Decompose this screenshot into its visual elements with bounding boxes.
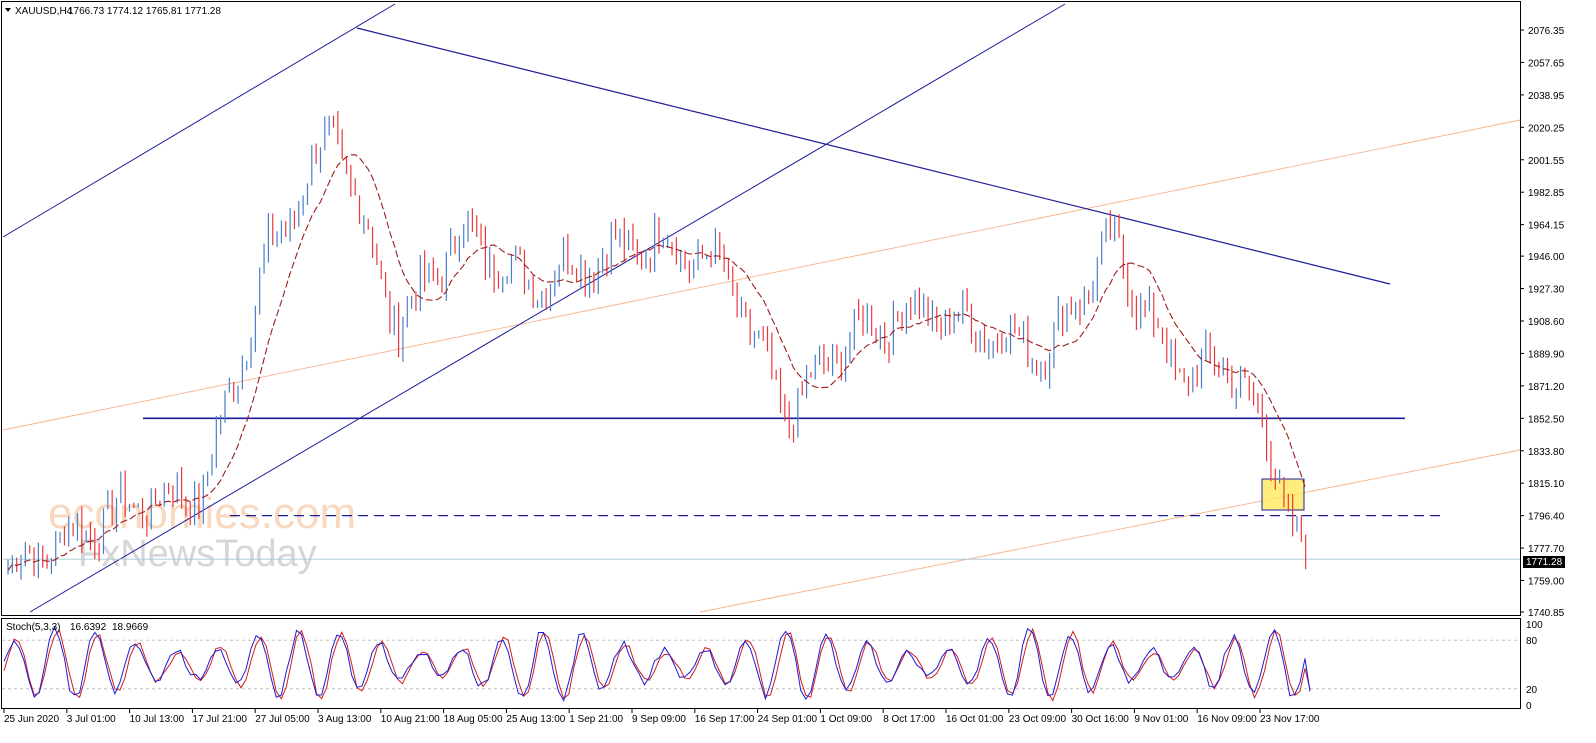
stoch-main-line (3, 625, 1311, 702)
time-tick-label: 9 Sep 09:00 (632, 714, 686, 725)
candles (7, 111, 1307, 580)
stoch-main-value: 16.6392 (70, 622, 107, 633)
time-tick-label: 1 Sep 21:00 (569, 714, 623, 725)
stochastic-oscillator (2, 625, 1520, 702)
price-tick-label: 2057.65 (1528, 58, 1565, 69)
channel-line-upper (2, 119, 1521, 431)
price-tick-label: 1946.00 (1528, 252, 1565, 263)
price-axis: 2076.35 2057.65 2038.95 2020.25 2001.55 1982.… (1520, 26, 1565, 619)
price-panel-frame (1, 1, 1521, 616)
stoch-signal-value: 18.9669 (112, 622, 149, 633)
stoch-panel-frame (1, 618, 1521, 709)
channel-line-lower (699, 449, 1521, 613)
trend-line-ascending (29, 3, 1066, 613)
moving-average (7, 154, 1307, 571)
price-tick-label: 1964.15 (1528, 221, 1565, 232)
ma-line (7, 154, 1307, 571)
stoch-level-label: 0 (1526, 701, 1532, 712)
stoch-label: Stoch(5,3,3) (6, 622, 60, 633)
time-tick-label: 16 Oct 01:00 (946, 714, 1004, 725)
time-tick-label: 18 Aug 05:00 (444, 714, 503, 725)
symbol-header: XAUUSD,H4 1766.73 1774.12 1765.81 1771.2… (5, 6, 221, 17)
price-tick-label: 1982.85 (1528, 188, 1565, 199)
time-tick-label: 16 Nov 09:00 (1197, 714, 1257, 725)
time-tick-label: 3 Jul 01:00 (67, 714, 116, 725)
symbol-label: XAUUSD,H4 (15, 6, 73, 17)
stoch-axis: 100 80 20 0 (1526, 620, 1543, 712)
time-tick-label: 8 Oct 17:00 (883, 714, 935, 725)
stoch-level-label: 80 (1526, 636, 1538, 647)
stoch-level-label: 20 (1526, 685, 1538, 696)
time-tick-label: 24 Sep 01:00 (758, 714, 818, 725)
time-tick-label: 1 Oct 09:00 (820, 714, 872, 725)
price-layer (2, 3, 1521, 613)
price-tick-label: 1759.00 (1528, 577, 1565, 588)
trend-line-upper-channel (2, 3, 396, 238)
price-tick-label: 1889.90 (1528, 349, 1565, 360)
current-price-tag: 1771.28 (1523, 556, 1565, 568)
time-tick-label: 23 Nov 17:00 (1260, 714, 1320, 725)
ohlc-values: 1766.73 1774.12 1765.81 1771.28 (68, 6, 221, 17)
price-tick-label: 1740.85 (1528, 608, 1565, 619)
price-tick-label: 1852.50 (1528, 414, 1565, 425)
time-tick-label: 23 Oct 09:00 (1009, 714, 1067, 725)
current-price-label: 1771.28 (1526, 557, 1563, 568)
price-tick-label: 1871.20 (1528, 382, 1565, 393)
price-tick-label: 2001.55 (1528, 156, 1565, 167)
time-tick-label: 10 Jul 13:00 (130, 714, 185, 725)
price-tick-label: 2020.25 (1528, 123, 1565, 134)
consolidation-box (1261, 478, 1305, 511)
watermark-fxnewstoday: FxNewsToday (78, 533, 317, 575)
time-tick-label: 3 Aug 13:00 (318, 714, 372, 725)
time-tick-label: 30 Oct 16:00 (1072, 714, 1130, 725)
stoch-header: Stoch(5,3,3) 16.6392 18.9669 (6, 622, 149, 633)
chevron-down-icon[interactable] (5, 8, 11, 12)
price-tick-label: 1833.80 (1528, 447, 1565, 458)
price-tick-label: 1815.10 (1528, 479, 1565, 490)
price-tick-label: 1908.60 (1528, 317, 1565, 328)
stoch-signal-line (3, 627, 1311, 702)
price-tick-label: 2038.95 (1528, 91, 1565, 102)
time-tick-label: 25 Jun 2020 (4, 714, 59, 725)
time-tick-label: 16 Sep 17:00 (695, 714, 755, 725)
price-tick-label: 1796.40 (1528, 512, 1565, 523)
price-tick-label: 1927.30 (1528, 285, 1565, 296)
time-tick-label: 10 Aug 21:00 (381, 714, 440, 725)
price-tick-label: 2076.35 (1528, 26, 1565, 37)
time-tick-label: 25 Aug 13:00 (506, 714, 565, 725)
price-tick-label: 1777.70 (1528, 544, 1565, 555)
time-axis: 25 Jun 2020 3 Jul 01:00 10 Jul 13:00 17 Jul… (3, 709, 1320, 725)
time-tick-label: 27 Jul 05:00 (255, 714, 310, 725)
stoch-level-label: 100 (1526, 620, 1543, 631)
trend-line-descending (356, 27, 1391, 285)
time-tick-label: 17 Jul 21:00 (192, 714, 247, 725)
time-tick-label: 9 Nov 01:00 (1134, 714, 1188, 725)
